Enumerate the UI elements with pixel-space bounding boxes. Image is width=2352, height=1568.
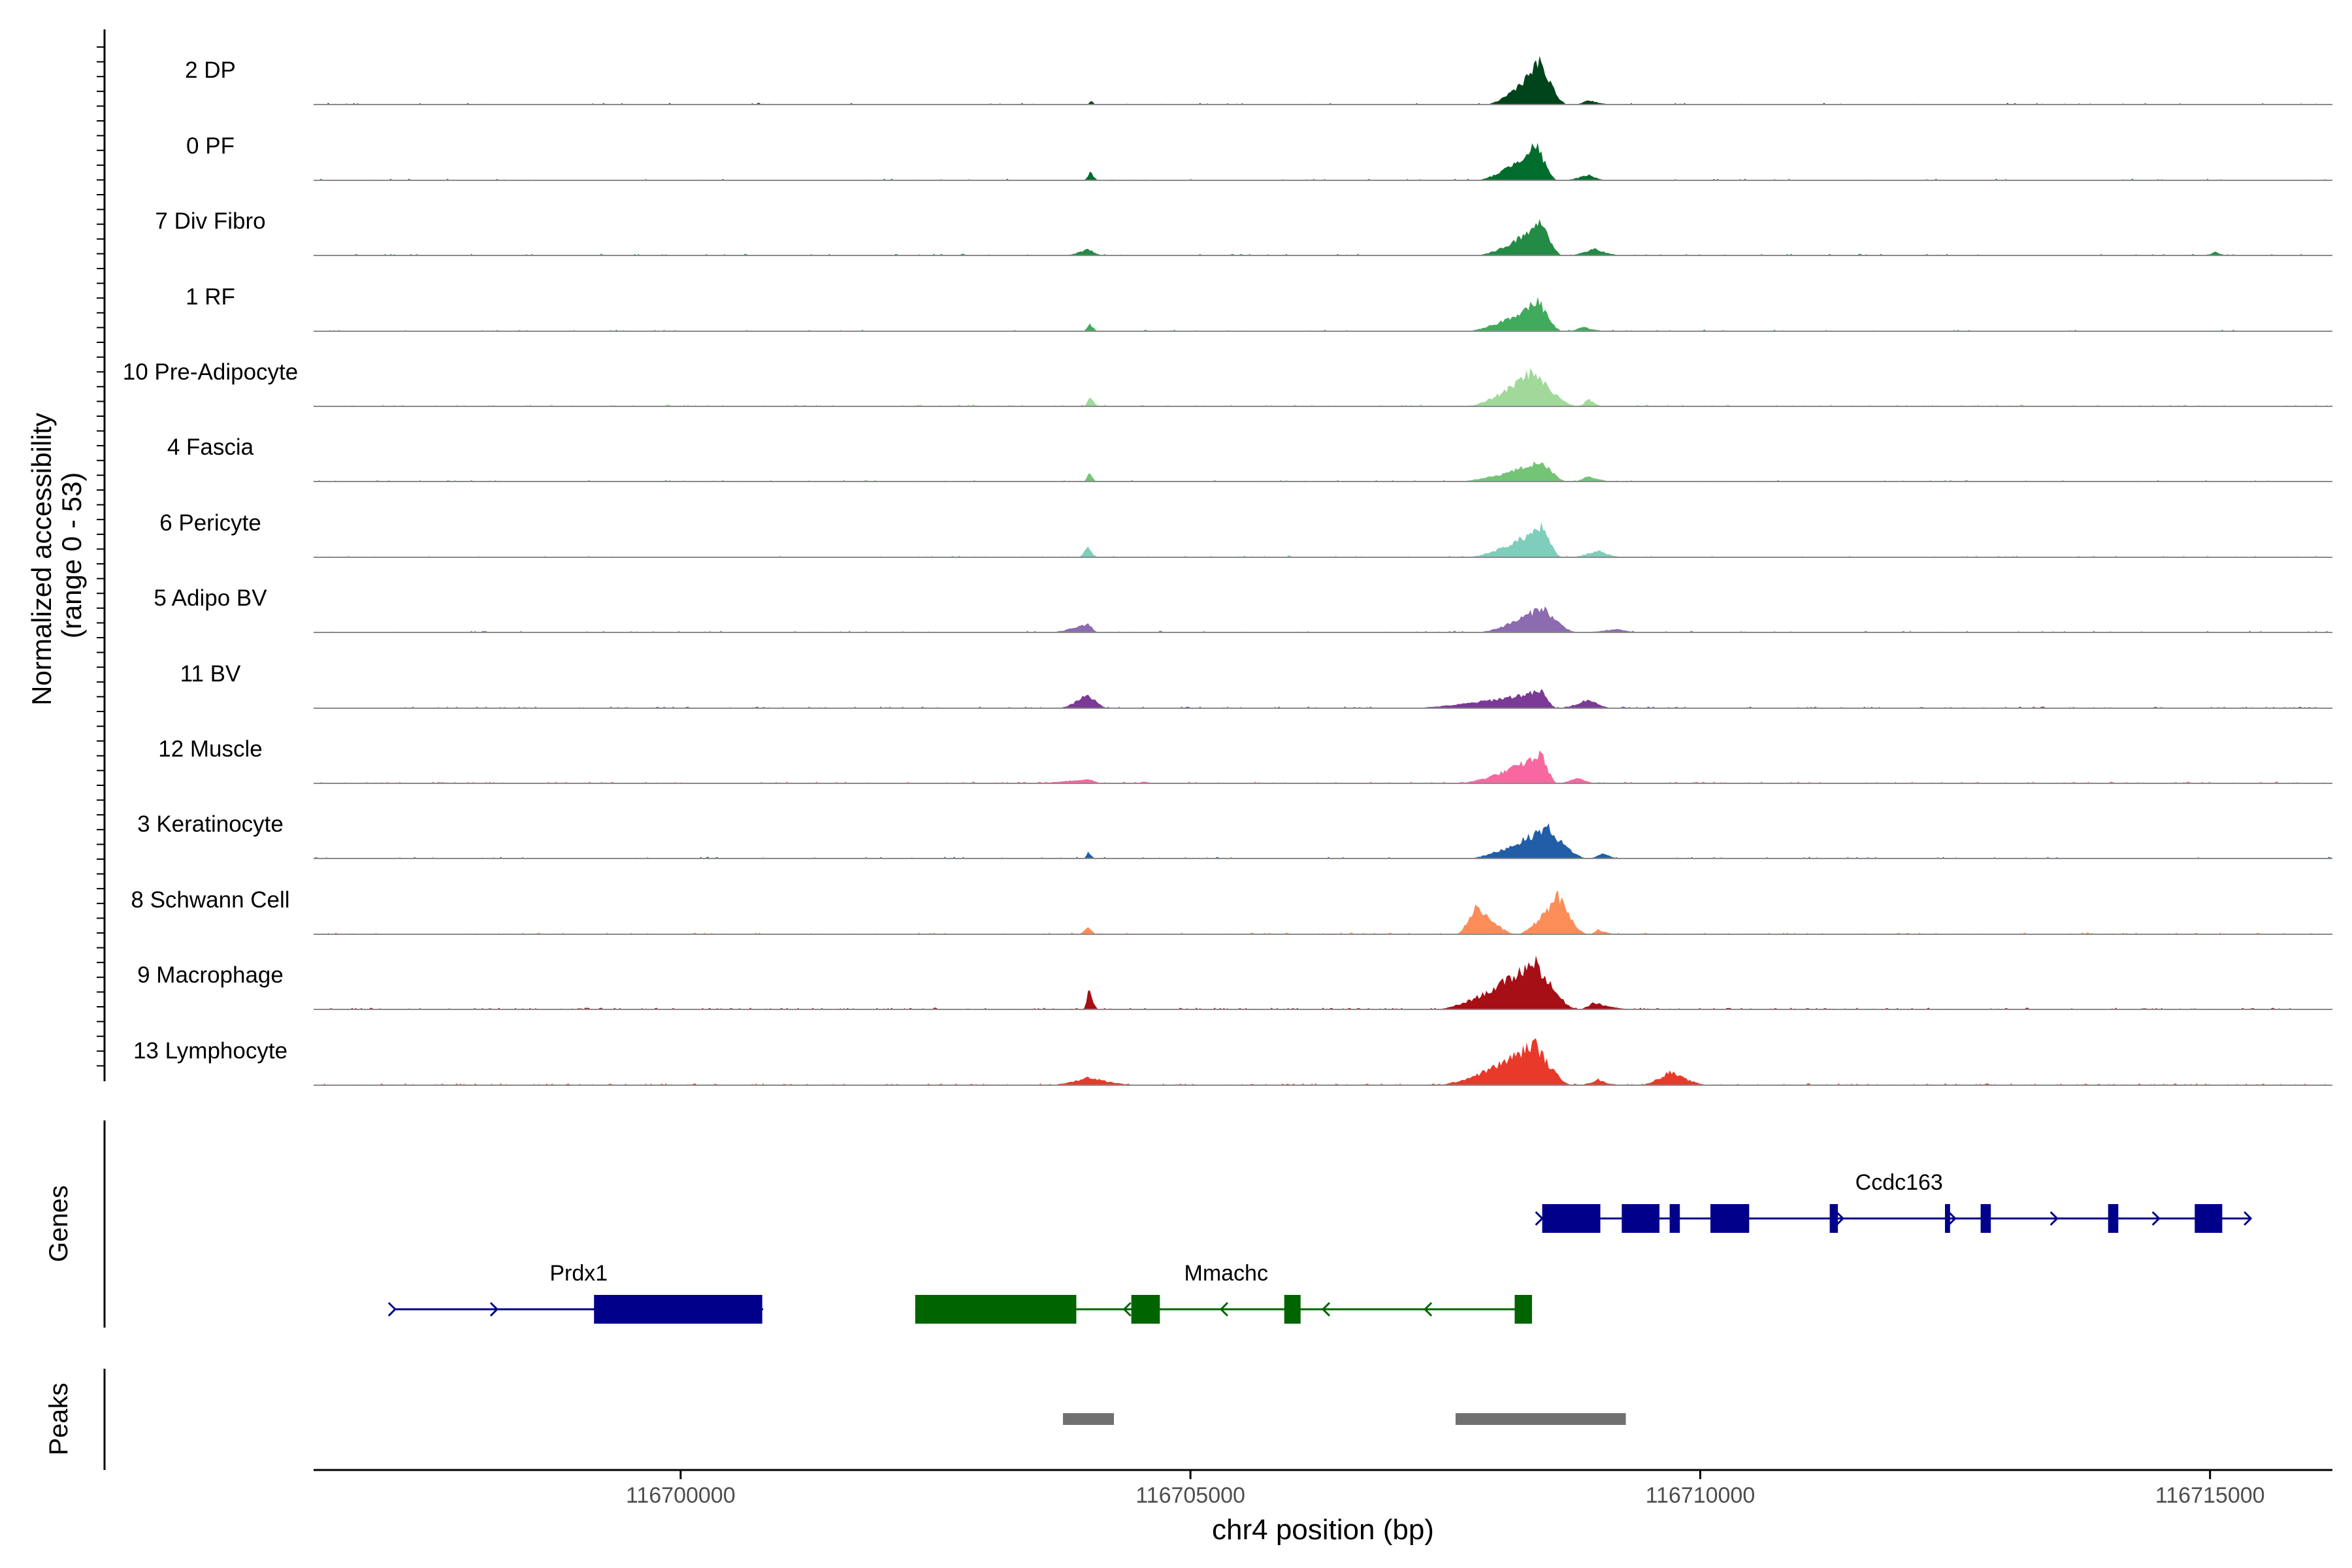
peaks-track-label: Peaks <box>44 1382 73 1455</box>
strand-arrow <box>2151 1211 2161 1226</box>
track-12: 8 Schwann Cell <box>131 887 2332 935</box>
coverage-area <box>314 689 2332 708</box>
track-label: 8 Schwann Cell <box>131 887 289 913</box>
strand-arrow <box>1423 1301 1433 1317</box>
strand-arrow <box>387 1301 397 1317</box>
coverage-area <box>314 606 2332 632</box>
gene-exon <box>1829 1204 1838 1233</box>
gene-exon <box>1980 1204 1991 1233</box>
x-axis-label: chr4 position (bp) <box>1212 1514 1434 1546</box>
gene-mmachc: Mmachc <box>915 1261 1532 1324</box>
strand-arrow <box>1948 1211 1957 1226</box>
track-2: 0 PF <box>186 133 2332 181</box>
y-ticks <box>97 46 105 1067</box>
gene-exon <box>1945 1204 1950 1233</box>
peak-region <box>1455 1413 1626 1425</box>
strand-arrow <box>1219 1301 1229 1317</box>
x-tick-label: 116700000 <box>626 1483 736 1508</box>
track-label: 11 BV <box>180 661 241 687</box>
track-label: 10 Pre-Adipocyte <box>123 359 298 385</box>
track-label: 9 Macrophage <box>137 962 284 988</box>
coverage-area <box>314 521 2332 557</box>
track-label: 12 Muscle <box>158 736 263 762</box>
track-label: 6 Pericyte <box>159 510 261 536</box>
coverage-area <box>314 823 2332 858</box>
coverage-area <box>314 955 2332 1009</box>
peaks-track <box>1063 1413 1626 1425</box>
gene-exon <box>1710 1204 1750 1233</box>
track-label: 5 Adipo BV <box>154 585 267 611</box>
track-label: 0 PF <box>186 133 235 159</box>
track-14: 13 Lymphocyte <box>133 1038 2332 1086</box>
gene-exon <box>2195 1204 2223 1233</box>
strand-arrow <box>489 1301 499 1317</box>
track-11: 3 Keratinocyte <box>137 811 2332 859</box>
track-10: 12 Muscle <box>158 736 2332 784</box>
coverage-area <box>314 142 2332 180</box>
x-tick-label: 116705000 <box>1135 1483 1245 1508</box>
track-4: 1 RF <box>186 284 2332 332</box>
coverage-area <box>314 750 2332 783</box>
track-label: 4 Fascia <box>167 434 254 460</box>
peak-region <box>1063 1413 1114 1425</box>
strand-arrow <box>1122 1301 1132 1317</box>
x-axis-ticks: 116700000 116705000 116710000 116715000 <box>626 1470 2265 1508</box>
track-6: 4 Fascia <box>167 434 2332 482</box>
gene-exon <box>2108 1204 2119 1233</box>
track-5: 10 Pre-Adipocyte <box>123 359 2332 407</box>
x-tick-label: 116710000 <box>1646 1483 1756 1508</box>
gene-name-label: Mmachc <box>1184 1261 1268 1286</box>
track-1: 2 DP <box>185 56 2332 105</box>
track-13: 9 Macrophage <box>137 955 2332 1010</box>
track-9: 11 BV <box>180 661 2332 709</box>
gene-exon <box>1669 1204 1680 1233</box>
gene-prdx1: Prdx1 <box>387 1261 764 1324</box>
coverage-area <box>314 297 2332 331</box>
strand-arrow <box>2050 1211 2059 1226</box>
y-axis-label: Normalized accessibility (range 0 - 53) <box>26 405 87 706</box>
accessibility-tracks: 2 DP 0 PF 7 Div Fibro 1 RF 10 Pre-Adipocyte 4… <box>123 56 2332 1086</box>
coverage-area <box>314 219 2332 255</box>
gene-exon <box>594 1295 762 1324</box>
gene-exon <box>1131 1295 1160 1324</box>
coverage-area <box>314 368 2332 406</box>
coverage-area <box>314 890 2332 934</box>
track-8: 5 Adipo BV <box>154 585 2332 633</box>
strand-arrow <box>1835 1211 1845 1226</box>
track-label: 2 DP <box>185 57 236 83</box>
gene-ccdc163: Ccdc163 <box>1535 1170 2253 1233</box>
gene-exon <box>1542 1204 1601 1233</box>
gene-annotation-track: Ccdc163 Prdx1 Mmachc <box>387 1170 2253 1324</box>
coverage-area <box>314 461 2332 482</box>
track-7: 6 Pericyte <box>159 510 2332 558</box>
gene-exon <box>1284 1295 1301 1324</box>
track-label: 13 Lymphocyte <box>133 1038 287 1064</box>
x-tick-label: 116715000 <box>2155 1483 2265 1508</box>
gene-exon <box>1622 1204 1659 1233</box>
genes-track-label: Genes <box>44 1185 73 1262</box>
strand-arrow <box>2244 1211 2253 1226</box>
coverage-area <box>314 56 2332 105</box>
strand-arrow <box>1321 1301 1331 1317</box>
track-3: 7 Div Fibro <box>155 208 2332 256</box>
track-label: 7 Div Fibro <box>155 208 265 234</box>
gene-name-label: Prdx1 <box>549 1261 608 1286</box>
track-label: 1 RF <box>186 284 235 310</box>
coverage-area <box>314 1038 2332 1085</box>
strand-arrow <box>1535 1211 1544 1226</box>
track-label: 3 Keratinocyte <box>137 811 284 837</box>
gene-name-label: Ccdc163 <box>1855 1170 1943 1195</box>
gene-exon <box>1514 1295 1532 1324</box>
gene-exon <box>915 1295 1077 1324</box>
